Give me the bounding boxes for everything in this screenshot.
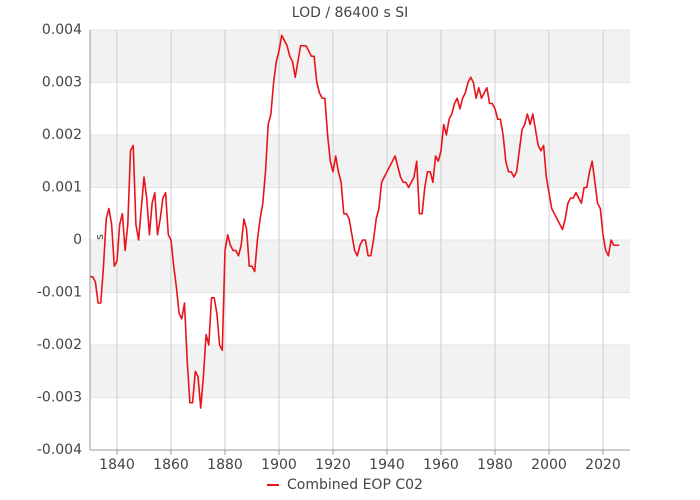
- legend-label: Combined EOP C02: [287, 477, 423, 493]
- y-tick-label: 0.004: [42, 22, 82, 38]
- grid-band: [90, 240, 630, 293]
- y-tick-label: -0.001: [37, 285, 82, 301]
- chart-title: LOD / 86400 s SI: [292, 5, 408, 21]
- grid-band: [90, 135, 630, 188]
- y-axis-label: s: [93, 234, 106, 240]
- x-tick-label: 1920: [315, 457, 351, 473]
- data-line: [90, 34, 620, 409]
- y-tick-label: -0.004: [37, 442, 82, 458]
- x-tick-label: 2000: [531, 457, 567, 473]
- x-tick-label: 1880: [207, 457, 243, 473]
- x-tick-label: 1860: [153, 457, 189, 473]
- y-tick-label: 0: [73, 232, 82, 248]
- x-tick-label: 1840: [99, 457, 135, 473]
- x-tick-label: 1900: [261, 457, 297, 473]
- y-tick-label: 0.001: [42, 180, 82, 196]
- y-tick-label: -0.003: [37, 390, 82, 406]
- x-tick-label: 2020: [585, 457, 621, 473]
- x-tick-label: 1960: [423, 457, 459, 473]
- y-tick-label: 0.003: [42, 75, 82, 91]
- grid-band: [90, 345, 630, 398]
- x-tick-label: 1940: [369, 457, 405, 473]
- x-tick-label: 1980: [477, 457, 513, 473]
- grid-band: [90, 30, 630, 83]
- y-tick-label: -0.002: [37, 337, 82, 353]
- y-tick-label: 0.002: [42, 127, 82, 143]
